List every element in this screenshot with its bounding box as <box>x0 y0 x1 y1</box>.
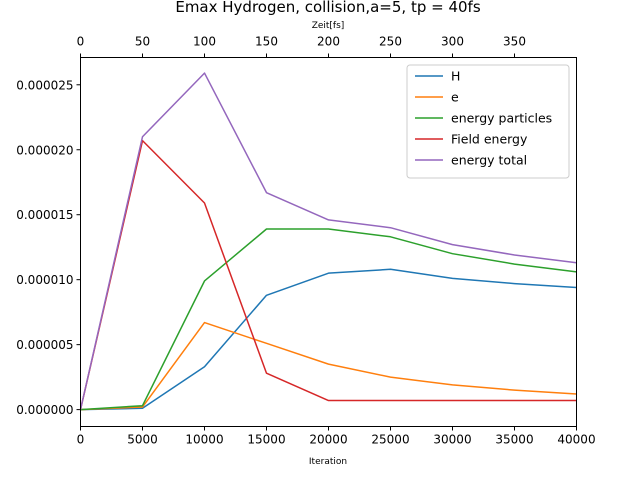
y-tick-label: 0.000005 <box>16 338 73 352</box>
y-tick-label: 0.000025 <box>16 78 73 92</box>
x-tick-label: 35000 <box>495 433 533 447</box>
series-line-h <box>80 268 577 411</box>
x-axis-ticks: 0 5000 10000 15000 20000 25000 30000 35000 40000 <box>77 426 596 447</box>
legend-box <box>406 64 570 179</box>
top-axis-label: Zeit[fs] <box>312 21 345 31</box>
y-axis-ticks: 0.000000 0.000005 0.000010 0.000015 0.000020… <box>16 78 81 417</box>
series-line-energy-particles <box>80 228 577 411</box>
x-tick-label: 25000 <box>371 433 409 447</box>
top-tick-label: 150 <box>255 35 278 49</box>
x-tick-label: 0 <box>77 433 85 447</box>
series-line-e <box>80 321 577 411</box>
legend-label: energy total <box>451 153 527 168</box>
series-line-field-energy <box>79 139 577 410</box>
top-tick-label: 0 <box>77 35 85 49</box>
top-axis-ticks: 0 50 100 150 200 250 300 350 <box>77 35 526 58</box>
legend-label: Field energy <box>451 132 528 147</box>
series-lines <box>79 72 577 411</box>
top-tick-label: 350 <box>503 35 526 49</box>
x-axis-label: Iteration <box>309 457 347 467</box>
legend-label: e <box>451 90 459 105</box>
chart-title: Emax Hydrogen, collision,a=5, tp = 40fs <box>175 0 480 16</box>
legend-label: H <box>451 69 460 84</box>
top-tick-label: 200 <box>317 35 340 49</box>
y-tick-label: 0.000000 <box>16 403 73 417</box>
y-tick-label: 0.000010 <box>16 273 73 287</box>
y-tick-label: 0.000020 <box>16 143 73 157</box>
legend-label: energy particles <box>451 111 552 126</box>
y-tick-label: 0.000015 <box>16 208 73 222</box>
top-tick-label: 300 <box>441 35 464 49</box>
top-tick-label: 250 <box>379 35 402 49</box>
series-line-energy-total <box>79 72 577 410</box>
x-tick-label: 30000 <box>433 433 471 447</box>
legend: He energy particles Field energy energy tot… <box>406 64 570 179</box>
x-tick-label: 5000 <box>127 433 158 447</box>
x-tick-label: 20000 <box>309 433 347 447</box>
top-tick-label: 50 <box>135 35 150 49</box>
plot-frame <box>80 57 577 427</box>
top-tick-label: 100 <box>193 35 216 49</box>
x-tick-label: 15000 <box>247 433 285 447</box>
x-tick-label: 40000 <box>557 433 595 447</box>
x-tick-label: 10000 <box>185 433 223 447</box>
